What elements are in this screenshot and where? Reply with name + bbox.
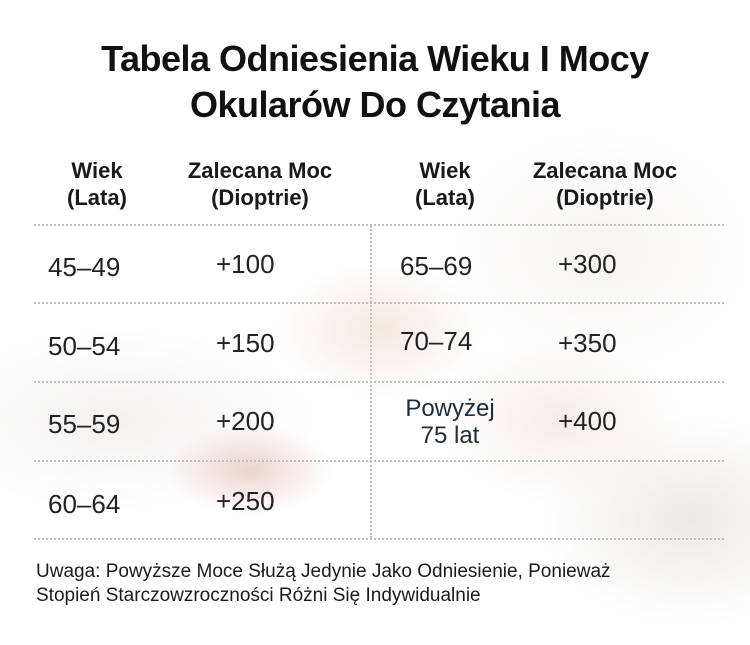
row-divider: [34, 302, 724, 304]
age-cell: 50–54: [48, 331, 121, 361]
header-power-right: Zalecana Moc (Dioptrie): [515, 157, 695, 211]
power-cell: +300: [558, 249, 617, 279]
header-power-left-line-2: (Dioptrie): [211, 185, 309, 210]
row-divider: [34, 460, 724, 462]
footnote-line-2: Stopień Starczowzroczności Różni Się Ind…: [36, 585, 481, 606]
power-cell: +350: [558, 328, 617, 358]
footnote: Uwaga: Powyższe Moce Służą Jedynie Jako …: [36, 560, 611, 608]
age-cell: 65–69: [400, 251, 473, 281]
age-cell: 45–49: [48, 252, 121, 282]
header-age-right-line-2: (Lata): [415, 185, 475, 210]
power-cell: +150: [216, 328, 275, 358]
power-cell: +400: [558, 406, 617, 436]
header-power-left-line-1: Zalecana Moc: [187, 158, 333, 183]
age-cell-line-1: Powyżej: [405, 395, 495, 422]
row-divider: [34, 381, 724, 383]
power-cell: +250: [216, 486, 275, 516]
header-power-left: Zalecana Moc (Dioptrie): [170, 157, 350, 211]
header-age-left-line-2: (Lata): [67, 185, 127, 210]
age-cell: 60–64: [48, 489, 121, 519]
power-cell: +100: [216, 249, 275, 279]
row-divider: [34, 224, 724, 226]
age-cell: 55–59: [48, 409, 121, 439]
age-cell-line-2: 75 lat: [420, 422, 480, 449]
page-title-line-2: Okularów Do Czytania: [189, 84, 561, 125]
header-power-right-line-2: (Dioptrie): [556, 185, 654, 210]
row-divider: [34, 538, 724, 540]
page-title-line-1: Tabela Odniesienia Wieku I Mocy: [101, 38, 649, 79]
age-cell: 70–74: [400, 326, 473, 356]
header-power-right-line-1: Zalecana Moc: [532, 158, 678, 183]
header-age-left-line-1: Wiek: [71, 158, 123, 183]
age-cell: Powyżej 75 lat: [390, 395, 510, 449]
power-cell: +200: [216, 406, 275, 436]
header-age-right-line-1: Wiek: [419, 158, 471, 183]
column-divider: [370, 226, 372, 538]
footnote-line-1: Uwaga: Powyższe Moce Służą Jedynie Jako …: [36, 561, 611, 582]
header-age-right: Wiek (Lata): [400, 157, 490, 211]
header-age-left: Wiek (Lata): [52, 157, 142, 211]
